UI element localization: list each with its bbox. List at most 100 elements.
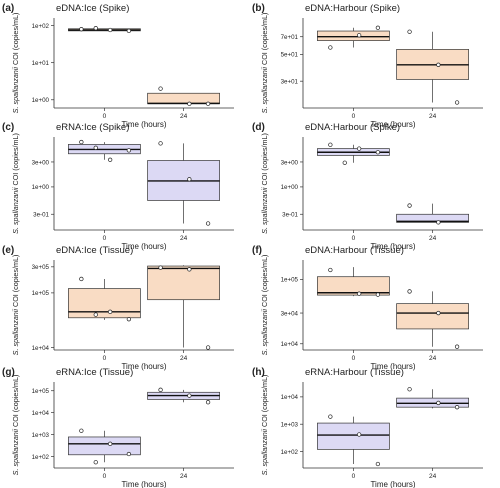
y-axis-label-species: S. spallanzanii xyxy=(11,187,20,234)
x-tick-label: 0 xyxy=(103,235,107,242)
y-tick-label: 1e+00 xyxy=(32,184,50,191)
x-axis-label: Time (hours) xyxy=(121,120,166,129)
panel-c: (c) eRNA:Ice (Spike) S. spallanzanii COI (… xyxy=(2,122,234,251)
data-point xyxy=(375,150,381,155)
data-point xyxy=(357,146,362,151)
y-tick-label: 1e+00 xyxy=(32,97,50,104)
x-tick-label: 24 xyxy=(180,113,188,120)
panel-e: (e) eDNA:Ice (Tissue) S. spallanzanii COI … xyxy=(2,245,234,371)
data-point xyxy=(187,101,192,106)
data-point xyxy=(79,27,84,32)
panel-title: eDNA:Harbour (Tissue) xyxy=(305,245,404,256)
data-point xyxy=(79,276,84,282)
y-axis-label-species: S. spallanzanii xyxy=(260,187,269,234)
panel-label: (h) xyxy=(252,367,265,378)
y-axis-label: S. spallanzanii COI (copies/mL) xyxy=(11,133,20,234)
data-point xyxy=(93,145,98,150)
y-tick-label: 1e+05 xyxy=(32,290,50,297)
panel-title: eDNA:Harbour (Spike) xyxy=(305,122,400,133)
data-point xyxy=(93,26,98,31)
panel-label: (f) xyxy=(252,245,262,256)
x-tick-label: 24 xyxy=(180,473,188,480)
y-tick-label: 1e+01 xyxy=(32,60,50,67)
x-axis-label: Time (hours) xyxy=(370,480,415,488)
box-0h xyxy=(317,422,390,450)
data-point xyxy=(328,45,333,50)
data-point xyxy=(328,142,333,147)
y-tick-label: 1e+04 xyxy=(32,345,50,352)
x-tick-label: 24 xyxy=(429,235,437,242)
data-point xyxy=(436,400,441,406)
data-point xyxy=(108,441,113,446)
data-point xyxy=(454,344,460,349)
x-axis-label: Time (hours) xyxy=(370,362,415,371)
y-tick-label: 3e+05 xyxy=(32,264,50,271)
panel-label: (g) xyxy=(2,367,15,378)
data-point xyxy=(328,267,333,273)
data-point xyxy=(436,62,441,67)
x-tick-label: 0 xyxy=(352,473,356,480)
y-axis-label-unit: COI (copies/mL) xyxy=(11,13,20,67)
y-tick-label: 3e+00 xyxy=(281,159,299,166)
data-point xyxy=(158,265,163,270)
data-point xyxy=(126,148,132,153)
y-tick-label: 1e+02 xyxy=(32,454,50,461)
x-tick-label: 0 xyxy=(352,235,356,242)
data-point xyxy=(407,29,412,34)
y-tick-label: 1e+04 xyxy=(281,394,299,401)
x-tick-label: 0 xyxy=(103,473,107,480)
y-tick-label: 3e+00 xyxy=(32,159,50,166)
data-point xyxy=(205,345,211,350)
x-tick-label: 0 xyxy=(352,113,356,120)
y-axis-label-unit: COI (copies/mL) xyxy=(260,133,269,187)
y-axis-label-species: S. spallanzanii xyxy=(11,429,20,476)
data-point xyxy=(187,393,192,398)
data-point xyxy=(205,101,211,106)
y-axis-label-species: S. spallanzanii xyxy=(11,309,20,356)
y-axis-label: S. spallanzanii COI (copies/mL) xyxy=(260,133,269,234)
y-tick-label: 3e-01 xyxy=(282,212,298,219)
panel-title: eDNA:Ice (Tissue) xyxy=(56,245,133,256)
x-axis-label: Time (hours) xyxy=(370,120,415,129)
y-tick-label: 5e+01 xyxy=(281,52,299,59)
data-point xyxy=(375,25,381,30)
data-point xyxy=(126,28,132,34)
box-24h xyxy=(396,213,469,223)
data-point xyxy=(108,309,113,314)
box-24h xyxy=(147,265,220,301)
y-axis-label-unit: COI (copies/mL) xyxy=(11,255,20,309)
y-tick-label: 1e+04 xyxy=(32,410,50,417)
panel-title: eRNA:Ice (Tissue) xyxy=(56,367,133,378)
data-point xyxy=(205,221,211,226)
x-axis-label: Time (hours) xyxy=(121,480,166,488)
data-point xyxy=(454,100,460,105)
y-tick-label: 1e+05 xyxy=(281,277,299,284)
data-point xyxy=(375,461,381,467)
data-point xyxy=(108,157,113,162)
x-axis-label: Time (hours) xyxy=(370,242,415,251)
panel-h: (h) eRNA:Harbour (Tissue) S. spallanzanii … xyxy=(252,367,483,488)
panel-label: (a) xyxy=(2,3,14,14)
data-point xyxy=(158,387,163,392)
y-axis-label-unit: COI (copies/mL) xyxy=(260,255,269,309)
x-tick-label: 0 xyxy=(103,355,107,362)
data-point xyxy=(328,414,333,419)
panel-title: eRNA:Harbour (Tissue) xyxy=(305,367,404,378)
x-tick-label: 0 xyxy=(103,113,107,120)
panel-title: eRNA:Ice (Spike) xyxy=(56,122,129,133)
box-0h xyxy=(317,30,390,41)
y-axis-label: S. spallanzanii COI (copies/mL) xyxy=(11,255,20,356)
data-point xyxy=(158,141,163,146)
y-axis-label-species: S. spallanzanii xyxy=(260,429,269,476)
data-point xyxy=(357,291,362,296)
panel-b: (b) eDNA:Harbour (Spike) S. spallanzanii C… xyxy=(252,3,483,129)
data-point xyxy=(407,203,412,208)
y-tick-label: 7e+01 xyxy=(281,34,299,41)
y-tick-label: 1e+03 xyxy=(281,422,299,429)
y-axis-label-unit: COI (copies/mL) xyxy=(11,133,20,187)
x-tick-label: 24 xyxy=(180,355,188,362)
y-tick-label: 1e+02 xyxy=(32,23,50,30)
y-tick-label: 1e+03 xyxy=(32,432,50,439)
data-point xyxy=(79,139,84,145)
